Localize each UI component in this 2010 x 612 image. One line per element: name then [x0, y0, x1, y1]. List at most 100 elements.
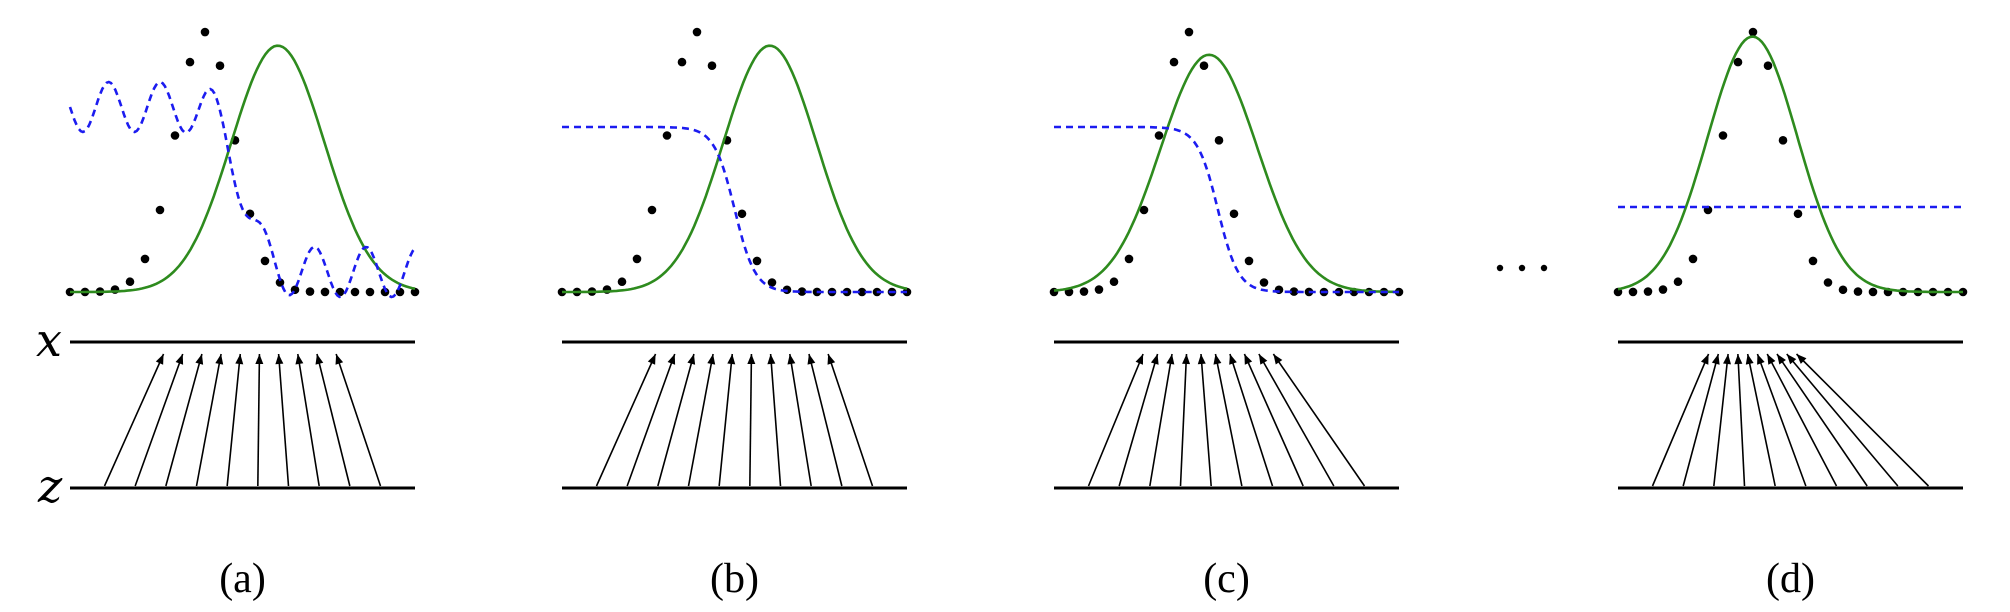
data-point	[200, 27, 210, 37]
data-point	[1853, 287, 1863, 296]
panel-caption: (d)	[1766, 556, 1815, 602]
mapping-arrow	[1087, 353, 1144, 487]
data-point	[125, 277, 135, 287]
data-point	[1139, 205, 1149, 215]
mapping-arrow	[1756, 353, 1807, 487]
data-point	[1628, 287, 1638, 297]
mapping-arrow	[1651, 353, 1710, 487]
arrow-head	[1166, 354, 1175, 365]
data-point	[797, 287, 807, 296]
arrow-head	[275, 354, 284, 365]
data-point	[857, 287, 867, 297]
x-axis-label: x	[36, 313, 62, 367]
arrow-head	[727, 354, 736, 365]
data-point	[692, 27, 702, 37]
data-point	[752, 256, 762, 266]
mapping-arrow	[1118, 353, 1159, 487]
mapping-arrow	[226, 353, 242, 487]
data-point	[410, 287, 420, 297]
data-point	[1289, 287, 1299, 296]
mapping-arrow	[277, 353, 290, 487]
mapping-arrow	[595, 353, 657, 487]
mapping-arrow	[103, 353, 165, 487]
arrow-head	[155, 354, 164, 365]
data-point	[170, 131, 180, 140]
data-point	[1823, 278, 1833, 287]
generator-density-curve	[562, 44, 908, 294]
data-point	[1838, 285, 1848, 295]
data-point	[365, 287, 375, 297]
mapping-arrow	[1776, 353, 1868, 487]
mapping-arrow	[1682, 353, 1720, 487]
arrow-head	[1786, 354, 1797, 365]
arrow-head	[1273, 354, 1283, 365]
data-point	[1673, 277, 1683, 287]
arrow-head	[1711, 354, 1720, 365]
panel-d: (d)	[1613, 27, 1968, 602]
arrow-head	[255, 354, 264, 365]
mapping-arrow	[827, 353, 874, 487]
mapping-arrow	[297, 353, 320, 487]
arrow-head	[1150, 354, 1159, 365]
data-point	[1868, 287, 1878, 297]
data-point	[632, 254, 642, 264]
arrow-head	[1723, 354, 1732, 365]
panel-c: (c)	[1049, 27, 1404, 602]
arrow-head	[1776, 354, 1786, 365]
data-point	[1259, 278, 1269, 287]
arrow-head	[1213, 354, 1222, 365]
data-point	[1184, 27, 1194, 37]
data-point	[305, 287, 315, 296]
arrow-head	[667, 354, 676, 365]
mapping-arrow	[165, 353, 203, 487]
panels: (a) (b) (c) (d)	[65, 27, 1968, 602]
data-point	[1094, 285, 1104, 294]
discriminator-curve	[562, 125, 907, 294]
data-point	[707, 61, 717, 70]
data-point	[662, 131, 672, 140]
data-point	[140, 254, 150, 264]
z-axis-label: z	[37, 459, 63, 513]
data-point	[350, 287, 360, 297]
generator-density-curve	[70, 44, 416, 294]
arrow-head	[1745, 354, 1754, 365]
data-point	[1763, 61, 1773, 70]
arrow-head	[687, 354, 696, 365]
data-point	[677, 57, 687, 67]
data-point	[275, 278, 285, 287]
arrow-head	[647, 354, 656, 365]
mapping-arrow	[789, 353, 812, 487]
arrow-head	[787, 354, 796, 365]
mapping-arrow	[134, 353, 184, 487]
mapping-arrow	[1746, 353, 1776, 487]
discriminator-curve	[68, 80, 417, 299]
mapping-arrow	[1200, 353, 1212, 487]
mapping-arrow	[316, 353, 351, 487]
data-point	[737, 209, 747, 219]
data-point	[1643, 287, 1653, 296]
data-point	[1658, 285, 1668, 294]
mapping-arrow	[1272, 353, 1366, 487]
data-point	[155, 205, 165, 215]
data-point	[395, 287, 405, 297]
data-point	[1244, 256, 1254, 266]
generator-density-curve	[1053, 53, 1399, 294]
data-point	[1688, 254, 1698, 264]
arrow-head	[1767, 354, 1776, 365]
mapping-arrow	[1258, 353, 1335, 487]
arrow-head	[215, 354, 224, 365]
data-point	[260, 256, 270, 266]
mapping-arrow	[335, 353, 382, 487]
arrow-head	[827, 354, 836, 365]
data-point	[320, 287, 330, 297]
data-point	[1808, 256, 1818, 266]
arrow-head	[1734, 354, 1743, 365]
data-point	[1154, 131, 1164, 140]
arrow-head	[1700, 354, 1709, 365]
data-point	[1229, 209, 1239, 219]
arrow-head	[1197, 354, 1206, 365]
mapping-arrow	[1179, 353, 1188, 487]
mapping-arrow	[808, 353, 843, 487]
mapping-arrow	[1713, 353, 1729, 487]
